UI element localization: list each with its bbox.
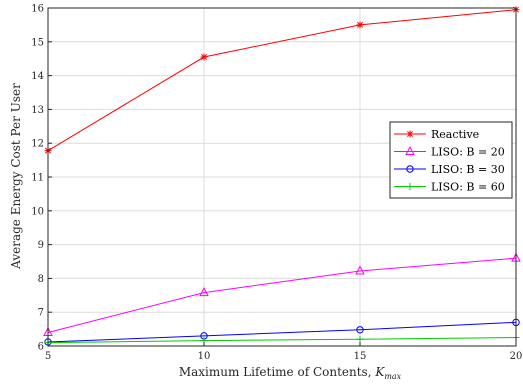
legend-marker-2 — [406, 165, 414, 173]
x-tick-label: 20 — [510, 351, 523, 362]
legend-label-0: Reactive — [431, 128, 479, 141]
data-point-3-2 — [356, 335, 364, 343]
series-markers — [43, 6, 521, 347]
y-tick-label: 13 — [31, 105, 44, 116]
legend-label-2: LISO: B = 30 — [431, 163, 505, 176]
legend-label-3: LISO: B = 60 — [431, 181, 505, 194]
legend-marker-3 — [406, 183, 414, 190]
legend-label-1: LISO: B = 20 — [431, 146, 505, 159]
y-tick-label: 10 — [31, 206, 44, 217]
x-tick-label: 10 — [198, 351, 211, 362]
series-line-0 — [47, 9, 517, 152]
y-tick-label: 9 — [38, 240, 44, 251]
series-line-3 — [47, 337, 517, 344]
y-tick-label: 14 — [31, 71, 44, 82]
series-line-1 — [47, 257, 517, 333]
y-tick-label: 12 — [31, 139, 44, 150]
legend-marker-0 — [406, 130, 414, 138]
y-axis-label: Average Energy Cost Per User — [9, 83, 23, 270]
y-tick-label: 16 — [31, 4, 44, 15]
x-tick-label: 15 — [354, 351, 367, 362]
data-point-1-1 — [199, 287, 209, 297]
x-axis-label: Maximum Lifetime of Contents, Kmax — [179, 365, 402, 381]
y-tick-labels: 6 7 8 9 10 11 12 13 14 15 16 — [31, 4, 52, 353]
series-line-2 — [47, 321, 517, 343]
data-point-0-2 — [356, 21, 364, 29]
legend-marker-1 — [405, 145, 415, 155]
data-point-1-2 — [355, 265, 365, 275]
y-tick-label: 6 — [38, 342, 44, 353]
legend: Reactive LISO: B = 20 LISO: B = 30 LISO: B … — [389, 121, 513, 199]
data-point-2-2 — [356, 326, 364, 334]
data-point-0-1 — [200, 53, 208, 61]
y-tick-label: 8 — [38, 274, 44, 285]
y-tick-label: 11 — [31, 173, 44, 184]
x-tick-labels: 5 10 15 20 — [45, 342, 523, 362]
y-tick-label: 7 — [38, 308, 44, 319]
series-lines — [47, 9, 517, 344]
x-tick-label: 5 — [45, 351, 51, 362]
y-tick-label: 15 — [31, 37, 44, 48]
